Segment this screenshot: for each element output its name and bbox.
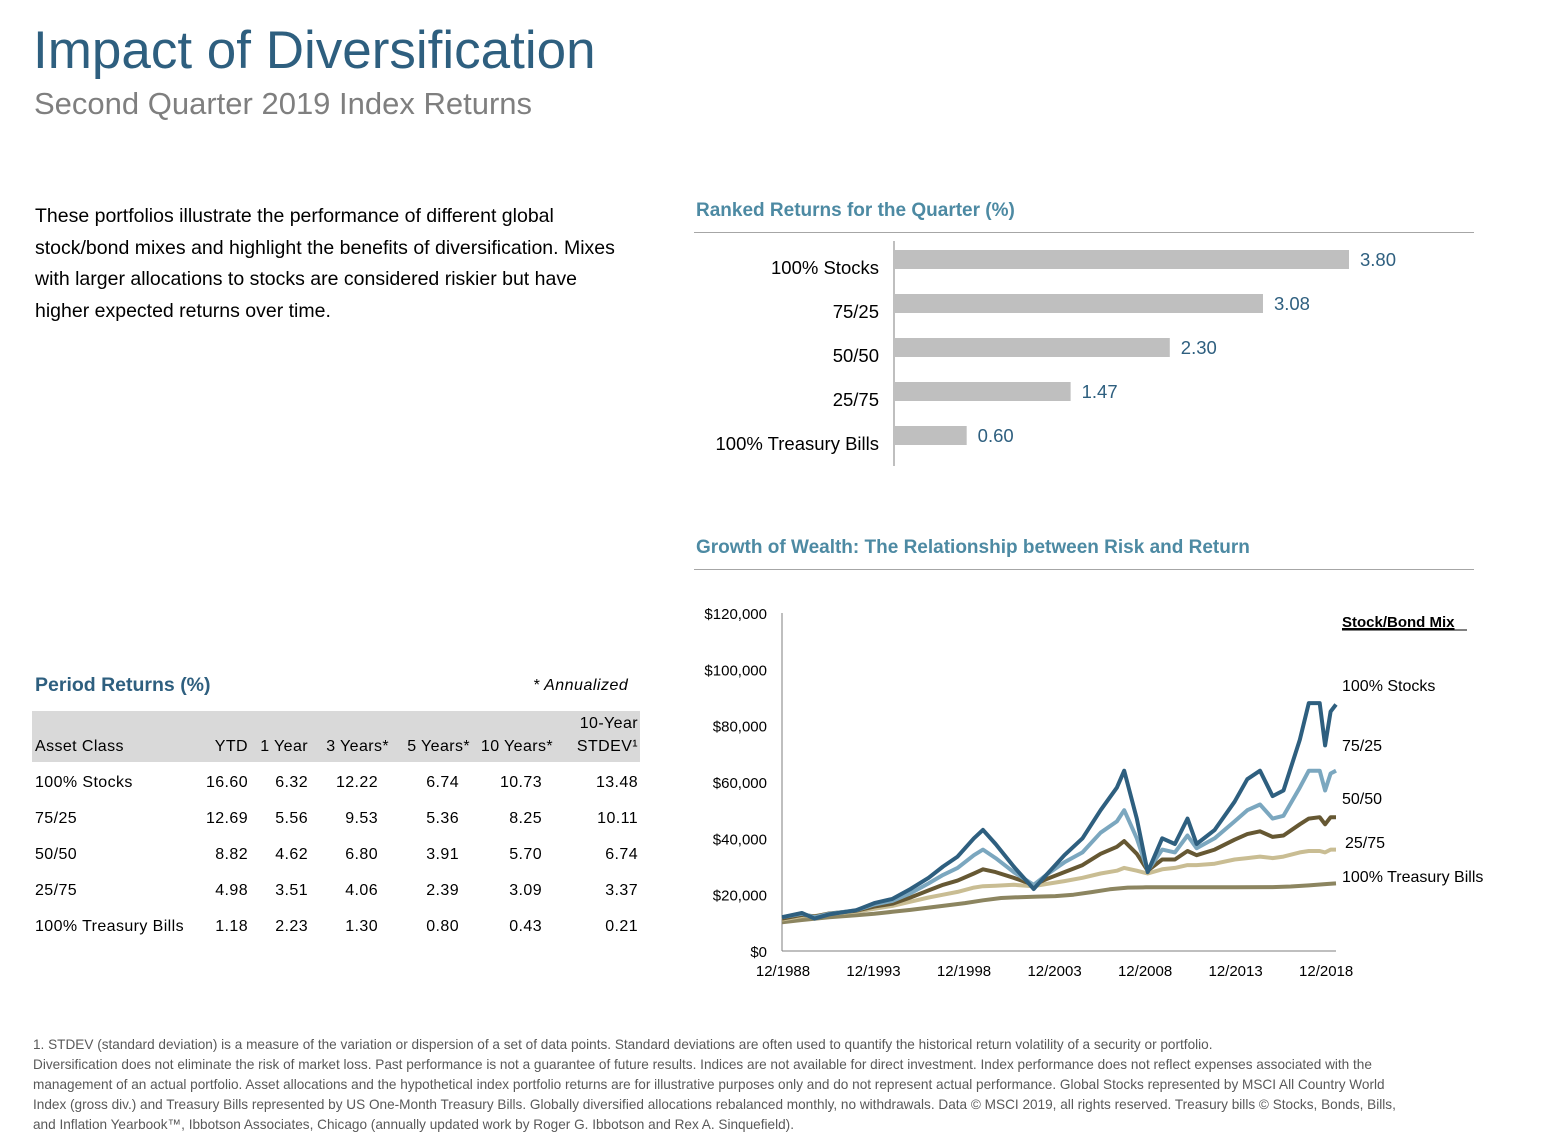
bar-category-label: 100% Treasury Bills (716, 433, 879, 454)
ranked-returns-divider (694, 232, 1474, 233)
annualized-note: * Annualized (533, 677, 629, 694)
cell-1-year: 4.62 (275, 846, 308, 863)
x-tick-label: 12/1988 (756, 963, 810, 980)
cell-1-year: 5.56 (275, 810, 308, 827)
col-header-stdev-line1: 10-Year (579, 715, 638, 732)
legend-title: Stock/Bond Mix (1342, 614, 1455, 631)
cell-1-year: 6.32 (275, 774, 308, 791)
col-header-10-years: 10 Years* (480, 738, 553, 755)
page-subtitle: Second Quarter 2019 Index Returns (34, 86, 533, 121)
series-line-2 (781, 768, 1337, 920)
cell-ytd: 12.69 (205, 810, 248, 827)
footnote-stdev: 1. STDEV (standard deviation) is a measu… (33, 1037, 1213, 1052)
bar-value-label: 2.30 (1181, 337, 1217, 358)
cell-ytd: 16.60 (205, 774, 248, 791)
ranked-returns-title: Ranked Returns for the Quarter (%) (696, 200, 1015, 221)
cell-stdev: 3.37 (605, 882, 638, 899)
bar-2 (895, 294, 1263, 313)
y-tick-label: $0 (750, 944, 767, 961)
series-label: 100% Treasury Bills (1342, 869, 1483, 886)
cell-5-years: 2.39 (426, 882, 459, 899)
bar-1 (895, 250, 1349, 269)
y-tick-label: $80,000 (713, 719, 767, 736)
cell-3-years: 4.06 (345, 882, 378, 899)
series-label: 100% Stocks (1342, 678, 1435, 695)
cell-5-years: 3.91 (426, 846, 459, 863)
x-tick-label: 12/2018 (1299, 963, 1353, 980)
cell-10-years: 8.25 (509, 810, 542, 827)
series-line-1 (781, 701, 1338, 921)
cell-asset-class: 25/75 (35, 882, 78, 899)
cell-1-year: 2.23 (275, 918, 308, 935)
page-title: Impact of Diversification (33, 21, 596, 80)
x-tick-label: 12/2003 (1027, 963, 1081, 980)
cell-ytd: 8.82 (215, 846, 248, 863)
bar-category-label: 75/25 (833, 301, 879, 322)
period-returns-title: Period Returns (%) (35, 674, 211, 696)
bar-value-label: 1.47 (1082, 381, 1118, 402)
bar-5 (895, 426, 967, 445)
x-tick-label: 12/1993 (846, 963, 900, 980)
cell-3-years: 6.80 (345, 846, 378, 863)
series-label: 50/50 (1342, 791, 1382, 808)
growth-of-wealth-title: Growth of Wealth: The Relationship betwe… (696, 537, 1250, 558)
growth-of-wealth-line-chart: $0 $20,000 $40,000 $60,000 $80,000 $100,000 $1… (704, 606, 1483, 980)
cell-stdev: 10.11 (597, 810, 638, 827)
cell-asset-class: 100% Stocks (35, 774, 133, 791)
cell-10-years: 0.43 (509, 918, 542, 935)
cell-ytd: 1.18 (215, 918, 248, 935)
cell-5-years: 6.74 (426, 774, 459, 791)
footnote-disclaimer: Diversification does not eliminate the r… (33, 1057, 1396, 1132)
series-line-4 (781, 847, 1336, 922)
cell-3-years: 12.22 (335, 774, 378, 791)
cell-3-years: 9.53 (345, 810, 378, 827)
cell-ytd: 4.98 (215, 882, 248, 899)
cell-stdev: 0.21 (605, 918, 638, 935)
col-header-asset-class: Asset Class (35, 738, 124, 755)
bar-3 (895, 338, 1170, 357)
cell-asset-class: 50/50 (35, 846, 78, 863)
cell-5-years: 5.36 (426, 810, 459, 827)
bar-value-label: 3.80 (1360, 249, 1396, 270)
y-tick-label: $120,000 (704, 606, 767, 623)
cell-3-years: 1.30 (345, 918, 378, 935)
cell-asset-class: 100% Treasury Bills (35, 918, 184, 935)
cell-1-year: 3.51 (275, 882, 308, 899)
y-tick-label: $60,000 (713, 775, 767, 792)
cell-10-years: 5.70 (509, 846, 542, 863)
cell-10-years: 3.09 (509, 882, 542, 899)
bar-category-label: 25/75 (833, 389, 879, 410)
y-tick-label: $20,000 (713, 888, 767, 905)
series-line-5 (781, 881, 1337, 925)
bar-value-label: 3.08 (1274, 293, 1310, 314)
cell-10-years: 10.73 (499, 774, 542, 791)
col-header-1-year: 1 Year (260, 738, 308, 755)
y-tick-label: $100,000 (704, 662, 767, 679)
growth-of-wealth-divider (694, 569, 1474, 570)
series-label: 75/25 (1342, 738, 1382, 755)
footnotes: 1. STDEV (standard deviation) is a measu… (33, 1035, 1403, 1135)
col-header-3-years: 3 Years* (326, 738, 389, 755)
intro-paragraph: These portfolios illustrate the performa… (35, 205, 615, 322)
cell-5-years: 0.80 (426, 918, 459, 935)
series-line-3 (781, 815, 1336, 921)
bar-value-label: 0.60 (978, 425, 1014, 446)
col-header-ytd: YTD (214, 738, 248, 755)
col-header-stdev-line2: STDEV¹ (576, 738, 638, 755)
cell-asset-class: 75/25 (35, 810, 78, 827)
table-header-background (32, 711, 640, 762)
bar-category-label: 50/50 (833, 345, 879, 366)
x-tick-label: 12/2013 (1208, 963, 1262, 980)
cell-stdev: 13.48 (595, 774, 638, 791)
ranked-returns-bar-chart: 100% Stocks 3.80 75/25 3.08 50/50 2.30 25/75 1.… (716, 241, 1396, 466)
y-tick-label: $40,000 (713, 831, 767, 848)
bar-4 (895, 382, 1071, 401)
col-header-5-years: 5 Years* (407, 738, 470, 755)
x-tick-label: 12/1998 (937, 963, 991, 980)
cell-stdev: 6.74 (605, 846, 638, 863)
series-label: 25/75 (1345, 835, 1385, 852)
bar-category-label: 100% Stocks (771, 257, 879, 278)
x-tick-label: 12/2008 (1118, 963, 1172, 980)
